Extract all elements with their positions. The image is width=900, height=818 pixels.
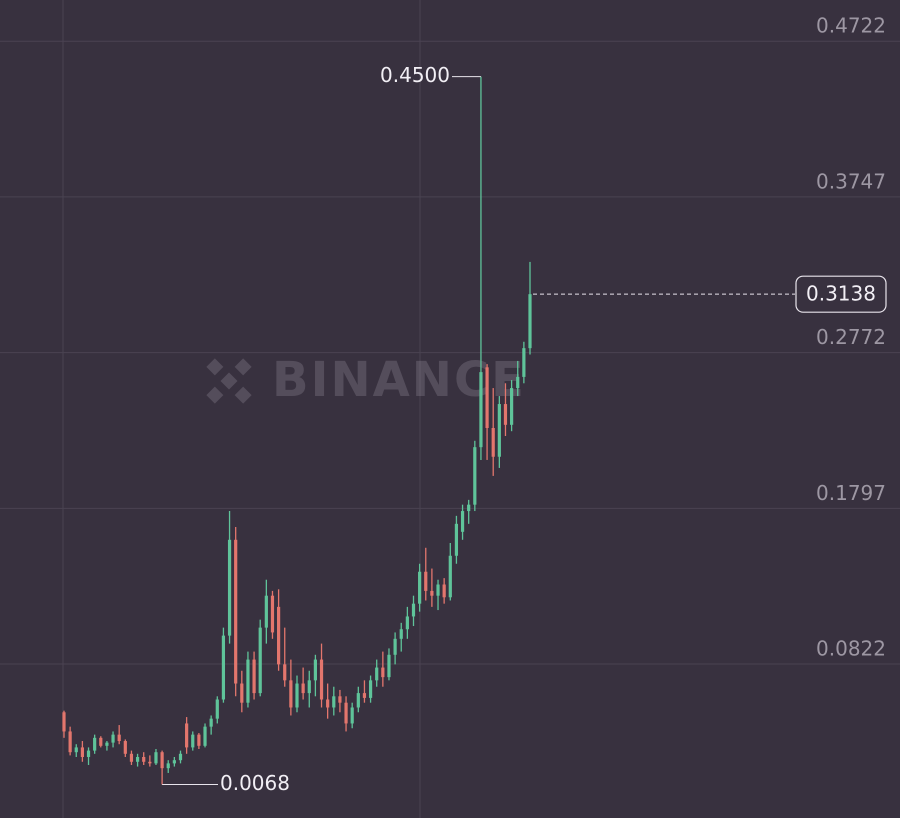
candle-body <box>350 707 354 724</box>
candle-body <box>307 680 311 694</box>
candle-body <box>448 555 452 598</box>
candle-body <box>399 629 403 639</box>
candle-body <box>117 734 121 742</box>
candle-body <box>295 683 299 708</box>
candle-body <box>313 659 317 681</box>
candle-body <box>277 606 281 665</box>
candle-body <box>166 763 170 769</box>
candle-body <box>197 734 201 746</box>
candle-body <box>381 667 385 678</box>
candle-body <box>338 696 342 703</box>
candle-body <box>454 523 459 556</box>
y-tick-label: 0.4722 <box>816 14 886 38</box>
candle-body <box>93 737 97 751</box>
candle-body <box>436 584 440 596</box>
candle-body <box>240 683 244 703</box>
candle-body <box>185 723 189 748</box>
candle-body <box>99 737 103 746</box>
candle-body <box>411 603 416 617</box>
candle-body <box>160 752 164 769</box>
candle-body <box>264 595 268 628</box>
candle-body <box>148 761 152 764</box>
candle-body <box>270 595 275 633</box>
candle-body <box>258 627 262 694</box>
y-tick-label: 0.0822 <box>816 637 886 661</box>
candle-body <box>485 367 489 429</box>
candle-body <box>283 664 287 681</box>
candle-body <box>405 616 409 630</box>
candle-body <box>123 741 127 754</box>
candle-body <box>442 584 446 598</box>
candle-body <box>62 712 66 732</box>
candle-body <box>319 659 324 700</box>
candle-body <box>344 702 348 724</box>
candle-body <box>424 571 428 591</box>
candle-body <box>111 734 115 743</box>
candle-body <box>503 404 508 425</box>
candle-body <box>528 294 532 349</box>
candle-body <box>215 699 219 719</box>
candle-body <box>491 428 495 457</box>
candle-body <box>332 696 336 708</box>
candle-body <box>301 683 305 694</box>
candle-body <box>178 753 183 761</box>
candle-body <box>203 726 207 746</box>
candle-body <box>289 680 293 708</box>
candle-body <box>393 638 397 655</box>
candle-body <box>510 388 514 425</box>
candle-body <box>80 747 84 757</box>
candle-body <box>362 693 367 698</box>
candle-body <box>497 404 501 457</box>
candle-body <box>129 753 134 762</box>
last-price-label: 0.3138 <box>806 282 876 306</box>
y-tick-label: 0.3747 <box>816 169 886 193</box>
candle-body <box>368 680 373 698</box>
candle-body <box>135 756 140 762</box>
candle-body <box>227 539 232 636</box>
low-label: 0.0068 <box>220 771 290 795</box>
candle-body <box>387 654 391 678</box>
y-tick-label: 0.1797 <box>816 481 886 505</box>
candle-body <box>172 760 176 764</box>
candle-body <box>516 376 520 389</box>
candle-body <box>430 590 434 596</box>
candle-body <box>479 372 483 448</box>
candle-body <box>86 750 91 757</box>
candle-body <box>154 752 158 764</box>
candle-body <box>326 699 330 708</box>
candle-body <box>105 742 109 746</box>
y-tick-label: 0.2772 <box>816 325 886 349</box>
candle-body <box>74 747 78 753</box>
candle-body <box>522 348 526 377</box>
high-label: 0.4500 <box>380 63 450 87</box>
candle-body <box>460 511 465 532</box>
candle-body <box>234 539 238 684</box>
candle-body <box>142 756 146 762</box>
candle-body <box>191 734 195 748</box>
candle-body <box>418 571 422 604</box>
candle-body <box>356 693 360 708</box>
candle-body <box>68 731 72 753</box>
candle-body <box>221 635 226 700</box>
candle-body <box>252 659 256 694</box>
candle-body <box>467 504 471 512</box>
candle-body <box>375 667 379 681</box>
candle-body <box>209 718 213 727</box>
candle-body <box>246 659 250 703</box>
last-price-box <box>795 275 887 313</box>
candle-body <box>473 447 477 505</box>
